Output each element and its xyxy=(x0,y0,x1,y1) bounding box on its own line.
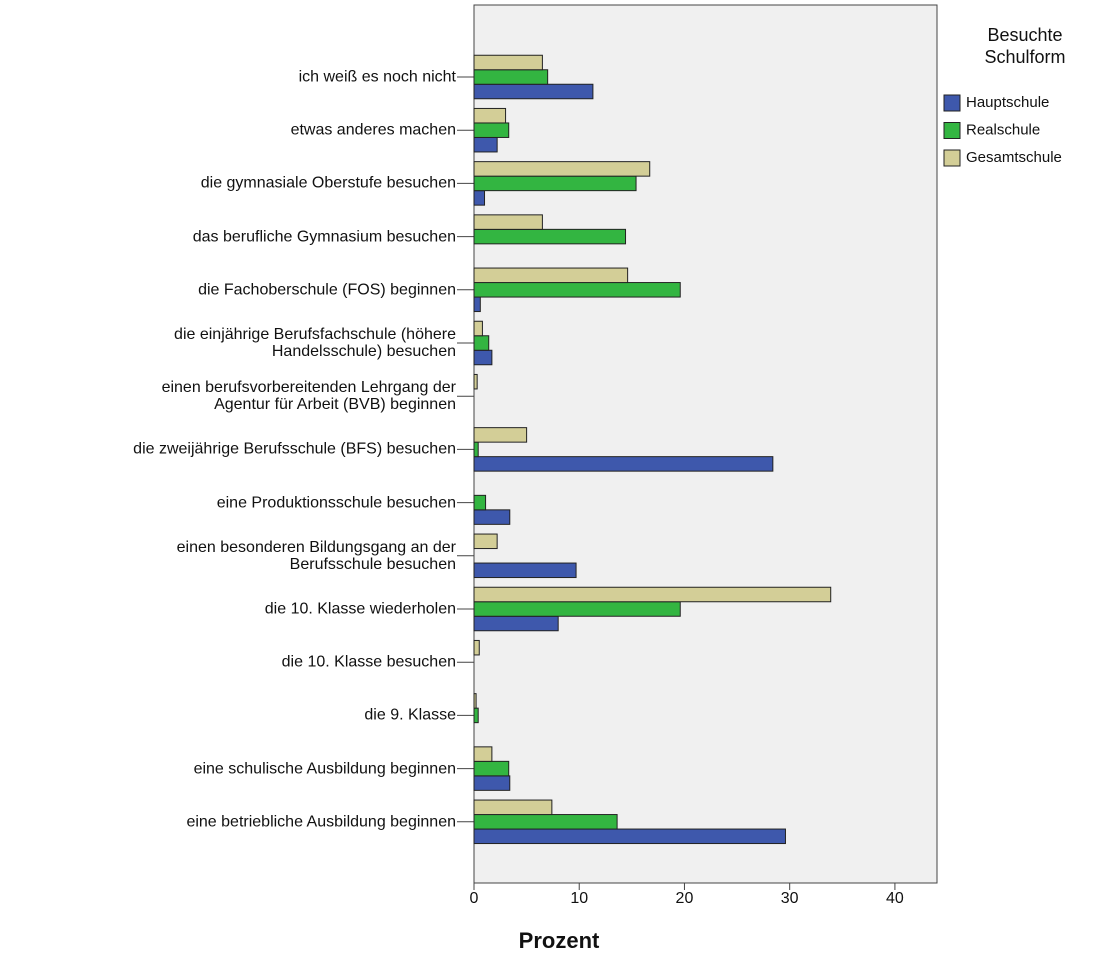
plot-area xyxy=(473,4,938,884)
x-axis-label: Prozent xyxy=(519,928,600,953)
bar xyxy=(473,562,577,579)
y-tick-label: einen berufsvorbereitenden Lehrgang der … xyxy=(161,379,456,414)
legend-swatch xyxy=(943,94,961,112)
bar xyxy=(473,320,483,337)
bar xyxy=(473,533,498,550)
bar xyxy=(473,814,618,830)
bar xyxy=(473,639,480,656)
x-tick-label: 30 xyxy=(781,890,799,907)
bar xyxy=(473,267,629,284)
bar xyxy=(473,122,510,138)
bar xyxy=(473,349,493,366)
bar xyxy=(473,509,511,525)
y-tick-label: die zweijährige Berufsschule (BFS) besuc… xyxy=(133,440,456,458)
bar xyxy=(473,282,681,298)
y-tick-label: eine betriebliche Ausbildung beginnen xyxy=(186,813,456,831)
bar xyxy=(473,441,479,458)
y-tick-label: die 10. Klasse besuchen xyxy=(281,653,456,671)
bar xyxy=(473,335,490,351)
y-tick-label: die Fachoberschule (FOS) beginnen xyxy=(198,281,456,299)
x-tick-label: 10 xyxy=(570,890,588,907)
y-tick-label: die 9. Klasse xyxy=(364,706,456,724)
bar xyxy=(473,107,507,124)
legend-label: Hauptschule xyxy=(966,94,1049,111)
y-tick-label: ich weiß es noch nicht xyxy=(298,68,456,86)
y-tick-label: einen besonderen Bildungsgang an der Ber… xyxy=(176,538,456,573)
bar xyxy=(473,494,487,511)
bar xyxy=(473,83,594,100)
bar xyxy=(473,586,832,603)
bar xyxy=(473,175,637,192)
y-tick-label: die einjährige Berufsfachschule (höhere … xyxy=(174,326,456,360)
bar xyxy=(473,601,681,617)
bar xyxy=(473,746,493,762)
bar xyxy=(473,799,553,816)
y-tick-label: eine schulische Ausbildung beginnen xyxy=(193,760,456,778)
bar xyxy=(473,69,549,85)
bar xyxy=(473,775,511,791)
bar xyxy=(473,228,627,245)
bar xyxy=(473,456,774,472)
bar xyxy=(473,190,486,206)
y-tick-label: die gymnasiale Oberstufe besuchen xyxy=(200,174,456,192)
bar xyxy=(473,760,510,777)
legend-swatch xyxy=(943,122,961,139)
bar xyxy=(473,707,479,724)
bar xyxy=(473,693,477,709)
bar xyxy=(473,214,543,230)
bar xyxy=(473,136,498,153)
bar xyxy=(473,427,528,443)
bar xyxy=(473,615,559,632)
bar xyxy=(473,373,478,390)
x-tick-label: 20 xyxy=(676,890,694,907)
legend-title: Besuchte Schulform xyxy=(984,25,1066,67)
legend-swatch xyxy=(943,149,961,167)
y-tick-label: das berufliche Gymnasium besuchen xyxy=(192,228,456,246)
bar xyxy=(473,828,786,845)
x-tick-label: 40 xyxy=(886,890,904,907)
bar xyxy=(473,54,543,71)
x-tick-label: 0 xyxy=(470,890,479,907)
y-tick-label: etwas anderes machen xyxy=(290,121,456,139)
y-tick-label: die 10. Klasse wiederholen xyxy=(264,600,456,618)
bar xyxy=(473,296,481,313)
y-tick-label: eine Produktionsschule besuchen xyxy=(216,494,456,512)
legend-label: Gesamtschule xyxy=(966,149,1062,166)
legend-label: Realschule xyxy=(966,121,1040,138)
bar xyxy=(473,161,651,177)
